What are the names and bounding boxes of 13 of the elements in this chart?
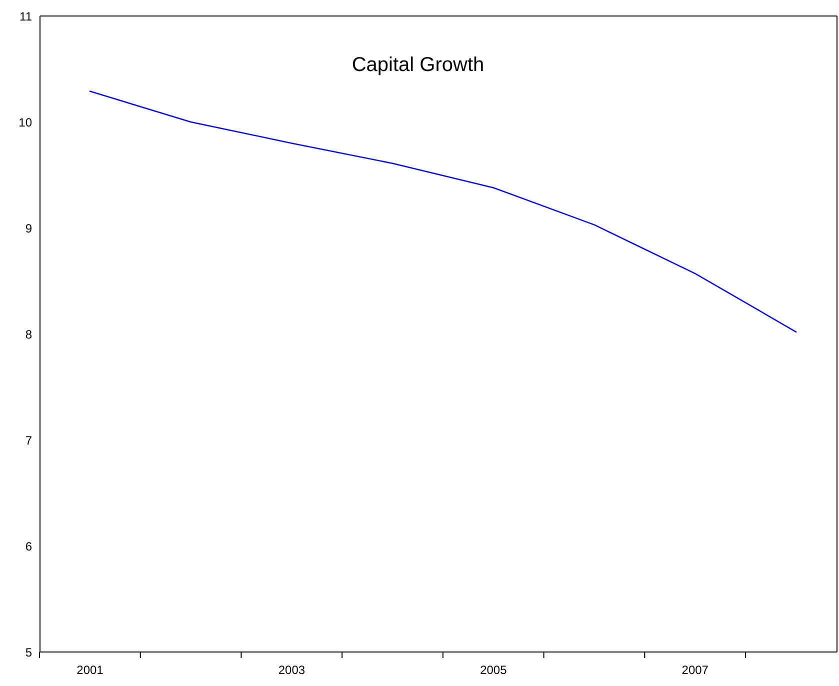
line-series bbox=[89, 90, 797, 333]
text: Capital Growth bbox=[350, 54, 486, 77]
x-tick-label: 2003 bbox=[278, 663, 306, 677]
x-tick-label: 2001 bbox=[76, 663, 104, 677]
y-tick-label: 7 bbox=[25, 433, 32, 448]
y-tick-label: 6 bbox=[25, 539, 32, 554]
x-tick-label: 2005 bbox=[480, 663, 508, 677]
y-tick-label: 11 bbox=[20, 9, 32, 24]
y-tick-label: 8 bbox=[25, 327, 32, 342]
y-tick-label: 10 bbox=[18, 115, 32, 130]
x-tick-label: 2007 bbox=[682, 663, 709, 677]
y-tick-label: 9 bbox=[25, 221, 32, 236]
y-tick-label: 5 bbox=[25, 645, 32, 660]
